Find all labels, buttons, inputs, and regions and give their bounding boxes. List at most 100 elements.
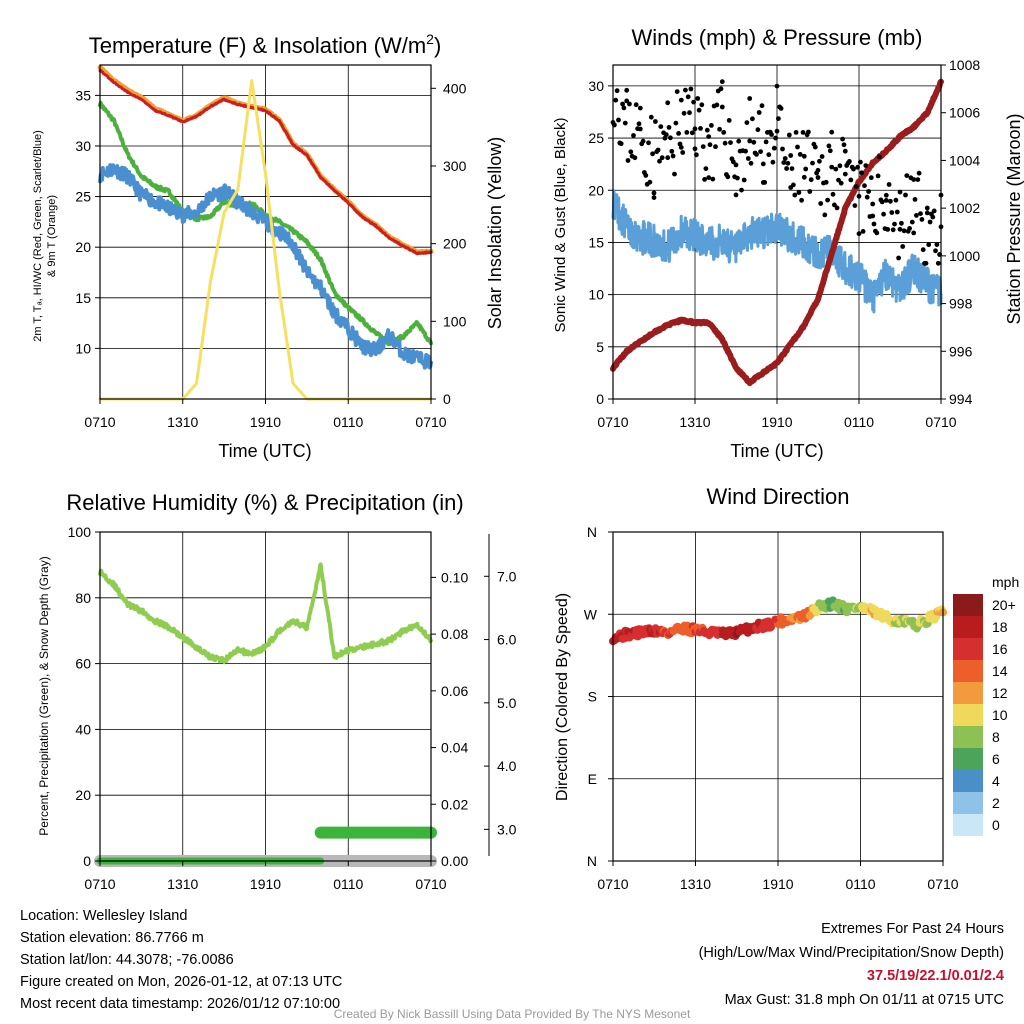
gust-point xyxy=(911,177,917,182)
gust-point xyxy=(810,160,815,166)
insolation-ytick-label: 300 xyxy=(443,158,467,174)
snow-ytick-label: 3.0 xyxy=(497,821,517,837)
gust-point xyxy=(856,231,862,237)
gust-point xyxy=(678,97,684,103)
gust-point xyxy=(618,141,624,147)
gust-point xyxy=(685,94,691,100)
winds-xtick-label: 0110 xyxy=(844,414,874,430)
temperature-panel: Temperature (F) & Insolation (W/m2) 10 15… xyxy=(32,31,505,461)
gust-point xyxy=(718,86,724,92)
gust-point xyxy=(719,79,725,85)
gust-point xyxy=(778,106,784,111)
gust-point xyxy=(774,128,780,134)
gust-point xyxy=(792,192,798,198)
precip-ytick-label: 0.00 xyxy=(441,853,468,869)
gust-point xyxy=(689,130,695,136)
humidity-ytick-label: 100 xyxy=(68,524,92,540)
gust-point xyxy=(786,132,792,138)
insolation-ytick-label: 0 xyxy=(443,391,451,407)
gust-point xyxy=(678,145,684,150)
gust-point xyxy=(695,96,701,101)
gust-point xyxy=(916,170,922,176)
gust-point xyxy=(657,158,662,164)
gust-point xyxy=(676,131,681,136)
gust-point xyxy=(691,99,696,105)
gust-point xyxy=(838,180,844,186)
gust-point xyxy=(796,190,802,195)
gust-point xyxy=(748,160,754,166)
gust-point xyxy=(665,155,671,161)
gust-point xyxy=(858,159,863,165)
temperature-xtick-label: 0110 xyxy=(333,414,363,430)
gust-point xyxy=(784,166,789,171)
precip-ytick-label: 0.08 xyxy=(441,626,468,642)
gust-point xyxy=(900,244,906,249)
gust-point xyxy=(687,110,692,116)
colorbar-swatch xyxy=(953,726,983,748)
gust-point xyxy=(799,197,804,203)
humidity-xtick-label: 0710 xyxy=(415,876,446,892)
winds-ytick-label: 5 xyxy=(596,339,604,355)
humidity-title: Relative Humidity (%) & Precipitation (i… xyxy=(66,490,463,515)
gust-point xyxy=(774,83,780,89)
winds-ytick-label: 20 xyxy=(588,182,604,198)
gust-point xyxy=(640,138,646,144)
gust-point xyxy=(879,199,885,205)
gust-point xyxy=(930,214,936,220)
gust-point xyxy=(744,120,750,125)
humidity-xtick-label: 0710 xyxy=(84,876,115,892)
gust-point xyxy=(655,147,661,153)
snow-ytick-label: 4.0 xyxy=(497,758,517,774)
gust-point xyxy=(901,228,907,234)
colorbar-swatch xyxy=(953,682,983,704)
credit-line: Created By Nick Bassill Using Data Provi… xyxy=(333,1007,691,1021)
gust-point xyxy=(890,227,896,233)
pressure-ytick-label: 1002 xyxy=(949,200,980,216)
wind-direction-xtick-label: 0710 xyxy=(927,876,958,892)
insolation-ytick-label: 200 xyxy=(443,236,467,252)
gust-point xyxy=(815,175,821,180)
wind-direction-xtick-label: 1910 xyxy=(762,876,793,892)
gust-point xyxy=(933,248,938,254)
gust-point xyxy=(627,101,632,107)
gust-point xyxy=(920,247,926,253)
gust-point xyxy=(793,130,799,135)
winds-xtick-label: 1910 xyxy=(761,414,792,430)
gust-point xyxy=(704,127,710,133)
figure-created: Figure created on Mon, 2026-01-12, at 07… xyxy=(20,974,343,990)
gust-point xyxy=(766,152,772,158)
colorbar-swatch xyxy=(953,748,983,770)
colorbar-label: 10 xyxy=(992,707,1008,723)
gust-point xyxy=(864,194,870,200)
gust-point xyxy=(756,110,762,115)
colorbar-swatch xyxy=(953,638,983,660)
wind-direction-ytick-label: N xyxy=(587,853,597,869)
gust-point xyxy=(680,150,686,155)
gust-point xyxy=(874,230,880,236)
gust-point xyxy=(702,177,707,182)
insolation-ytick-label: 100 xyxy=(443,313,467,329)
insolation-ytick-label: 400 xyxy=(443,80,467,96)
gust-point xyxy=(751,139,757,145)
gust-point xyxy=(776,116,781,121)
gust-point xyxy=(797,152,803,157)
station-info: Location: Wellesley Island Station eleva… xyxy=(20,905,342,1015)
colorbar-swatch xyxy=(953,594,983,616)
wind-direction-ylabel: Direction (Colored By Speed) xyxy=(554,593,571,801)
gust-point xyxy=(717,126,722,132)
temperature-ytick-label: 25 xyxy=(75,189,91,205)
gust-point xyxy=(745,156,751,161)
gust-point xyxy=(683,87,688,93)
gust-point xyxy=(911,230,917,236)
gust-point xyxy=(935,260,941,266)
wind-direction-ytick-label: N xyxy=(587,524,597,540)
pressure-ytick-label: 1000 xyxy=(949,248,980,264)
colorbar-swatch xyxy=(953,770,983,792)
gust-point xyxy=(856,193,862,199)
temperature-xtick-label: 1310 xyxy=(167,414,198,430)
humidity-panel: Relative Humidity (%) & Precipitation (i… xyxy=(37,490,517,892)
station-elevation: Station elevation: 86.7766 m xyxy=(20,930,204,946)
humidity-ytick-label: 80 xyxy=(75,590,91,606)
series-station-pressure xyxy=(610,78,944,387)
